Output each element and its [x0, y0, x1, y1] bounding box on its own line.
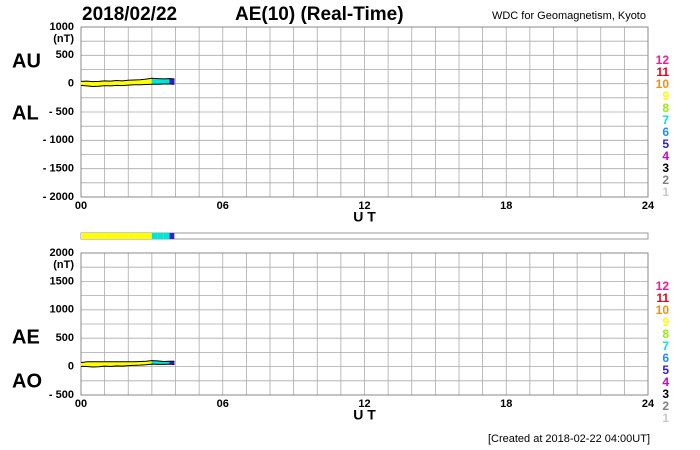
station-bar-segment: [128, 233, 134, 239]
station-bar-segment: [164, 233, 170, 239]
source: WDC for Geomagnetism, Kyoto: [492, 10, 646, 22]
station-bar-segment: [158, 233, 164, 239]
station-bar-segment: [87, 233, 93, 239]
y-tick-label: - 2000: [43, 191, 74, 203]
x-axis-label: U T: [353, 209, 376, 225]
band-segment: [116, 81, 122, 86]
legend-entry: 1: [662, 185, 669, 199]
y-tick-label: 1000: [50, 304, 74, 316]
band-segment: [152, 78, 158, 84]
y-tick-label: 1000: [50, 21, 74, 33]
footer: [Created at 2018-02-22 04:00UT]: [488, 433, 650, 445]
series-label: AE: [12, 326, 40, 348]
x-tick-label: 18: [500, 200, 512, 212]
station-bar-segment: [111, 233, 117, 239]
band-segment: [170, 79, 175, 85]
x-tick-label: 06: [217, 200, 229, 212]
x-axis-label: U T: [353, 407, 376, 423]
station-bar-segment: [146, 233, 152, 239]
y-tick-label: - 500: [49, 389, 74, 401]
station-bar-segment: [116, 233, 122, 239]
station-bar-segment: [93, 233, 99, 239]
title: AE(10) (Real-Time): [235, 4, 404, 25]
station-bar-segment: [170, 233, 175, 239]
station-bar-segment: [105, 233, 111, 239]
unit-label: (nT): [53, 33, 74, 45]
x-tick-label: 00: [75, 398, 87, 410]
band-segment: [134, 80, 140, 85]
x-tick-label: 00: [75, 200, 87, 212]
y-tick-label: 500: [56, 49, 74, 61]
band-segment: [158, 79, 164, 85]
y-tick-label: 500: [56, 332, 74, 344]
x-tick-label: 06: [217, 398, 229, 410]
y-tick-label: - 1000: [43, 134, 74, 146]
unit-label: (nT): [53, 259, 74, 271]
band-segment: [93, 362, 99, 367]
y-tick-label: 1500: [50, 275, 74, 287]
band-segment: [93, 81, 99, 86]
x-tick-label: 24: [642, 398, 655, 410]
y-tick-label: - 1500: [43, 163, 74, 175]
legend-entry: 1: [662, 411, 669, 425]
y-tick-label: - 500: [49, 106, 74, 118]
x-tick-label: 24: [642, 200, 655, 212]
station-bar-segment: [81, 233, 87, 239]
station-bar-segment: [134, 233, 140, 239]
series-label: AL: [12, 102, 39, 124]
station-bar-segment: [99, 233, 105, 239]
station-bar-segment: [152, 233, 158, 239]
band-segment: [164, 79, 170, 84]
y-tick-label: 0: [68, 361, 74, 373]
x-tick-label: 18: [500, 398, 512, 410]
band-segment: [128, 80, 134, 85]
y-tick-label: 2000: [50, 247, 74, 259]
station-bar-segment: [140, 233, 146, 239]
ae-index-page: 2018/02/22 AE(10) (Real-Time) WDC for Ge…: [0, 0, 700, 450]
band-segment: [105, 81, 111, 86]
date: 2018/02/22: [82, 4, 177, 25]
station-bar-segment: [122, 233, 128, 239]
series-label: AO: [12, 370, 42, 392]
series-label: AU: [12, 50, 41, 72]
y-tick-label: 0: [68, 78, 74, 90]
